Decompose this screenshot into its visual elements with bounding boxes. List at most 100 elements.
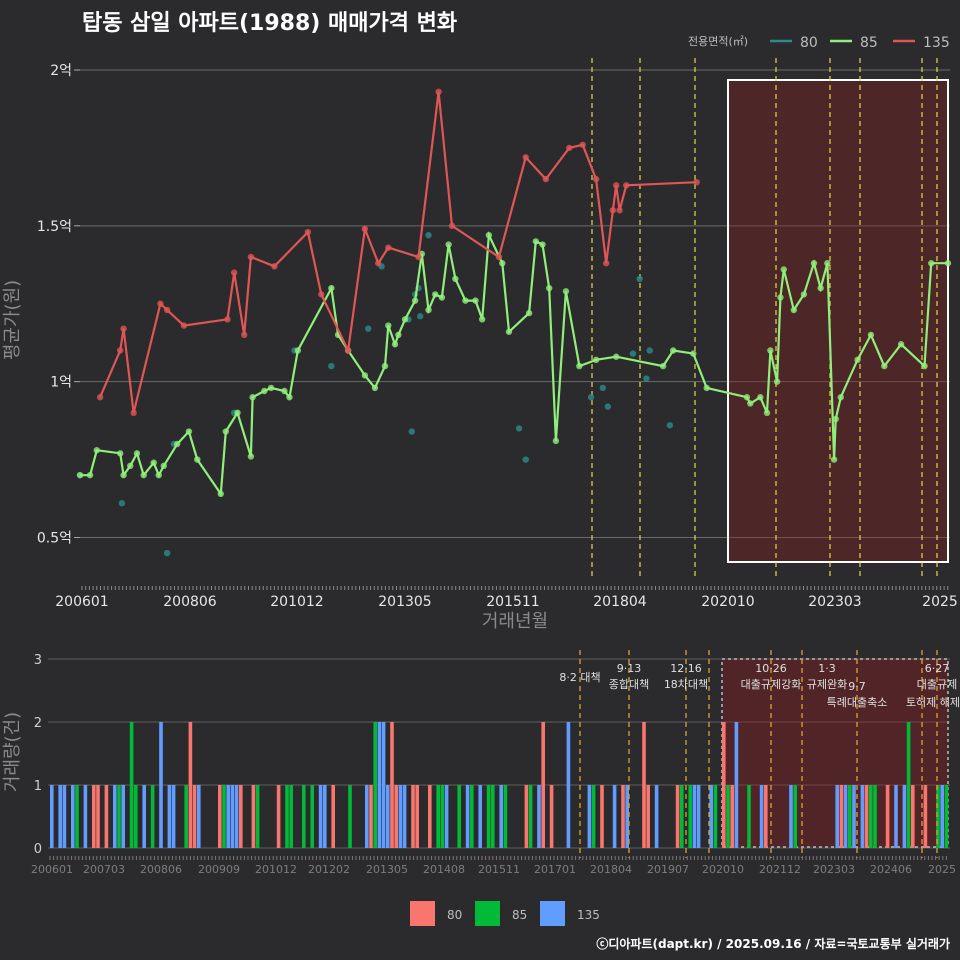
volume-bar bbox=[612, 785, 617, 848]
point-135 bbox=[385, 244, 392, 251]
volume-bar bbox=[491, 785, 495, 848]
volume-bar bbox=[71, 785, 75, 848]
point-80 bbox=[416, 313, 424, 320]
point-85 bbox=[401, 316, 409, 323]
legend-label-85: 85 bbox=[860, 35, 878, 51]
point-135 bbox=[241, 331, 248, 339]
volume-bar bbox=[789, 785, 793, 848]
volume-bar bbox=[688, 785, 692, 848]
point-85 bbox=[217, 490, 224, 498]
volume-bar bbox=[390, 722, 394, 848]
point-135 bbox=[448, 222, 456, 230]
volume-bar bbox=[134, 785, 138, 848]
point-85 bbox=[361, 372, 369, 379]
point-135 bbox=[693, 178, 700, 186]
point-85 bbox=[576, 362, 583, 370]
point-85 bbox=[117, 450, 124, 457]
point-85 bbox=[281, 387, 288, 395]
point-85 bbox=[613, 353, 620, 360]
point-85 bbox=[767, 347, 774, 354]
volume-bar bbox=[394, 785, 398, 848]
point-85 bbox=[763, 409, 771, 417]
point-85 bbox=[452, 275, 459, 283]
volume-bar bbox=[692, 785, 697, 848]
volume-bar bbox=[503, 785, 508, 848]
bar-x-tick-label: 201701 bbox=[534, 863, 576, 876]
point-85 bbox=[294, 347, 302, 354]
point-135 bbox=[542, 175, 550, 183]
point-85 bbox=[249, 394, 256, 401]
highlight-box bbox=[727, 79, 949, 563]
point-80 bbox=[163, 549, 171, 557]
point-85 bbox=[76, 471, 84, 479]
volume-bar bbox=[377, 722, 382, 848]
volume-bar bbox=[121, 785, 125, 848]
bar-x-tick-label: 201408 bbox=[423, 863, 465, 876]
point-85 bbox=[552, 437, 560, 445]
point-80 bbox=[636, 275, 643, 283]
volume-bar bbox=[239, 785, 243, 848]
point-85 bbox=[472, 297, 479, 304]
legend-label-135: 135 bbox=[923, 35, 950, 51]
point-135 bbox=[609, 207, 617, 214]
point-85 bbox=[545, 284, 553, 292]
bar-x-tick-label: 202406 bbox=[870, 863, 912, 876]
point-85 bbox=[830, 456, 838, 463]
policy-annotation: 토허제 해제 bbox=[906, 695, 960, 709]
policy-annotation: 18차대책 bbox=[664, 678, 708, 691]
volume-bar bbox=[192, 785, 197, 848]
volume-bar bbox=[621, 785, 625, 848]
point-135 bbox=[361, 225, 369, 233]
point-135 bbox=[375, 260, 382, 267]
volume-bar bbox=[873, 785, 877, 848]
series-line-135 bbox=[99, 91, 697, 414]
volume-bar bbox=[58, 785, 62, 848]
policy-annotation: 12·16 bbox=[670, 662, 702, 675]
volume-bar bbox=[373, 722, 377, 848]
bar-x-tick-label: 201804 bbox=[590, 863, 632, 876]
point-85 bbox=[438, 294, 446, 301]
volume-bar bbox=[839, 785, 844, 848]
point-135 bbox=[623, 182, 630, 189]
point-85 bbox=[790, 306, 798, 314]
volume-bar bbox=[848, 785, 852, 848]
volume-bar bbox=[936, 785, 940, 848]
bar-x-tick-label: 201202 bbox=[308, 863, 350, 876]
point-135 bbox=[616, 207, 623, 214]
legend-title: 전용면적(㎡) bbox=[688, 35, 748, 48]
y-tick-label: 2억 bbox=[50, 63, 72, 79]
point-135 bbox=[304, 228, 312, 236]
volume-bar bbox=[411, 785, 415, 848]
point-80 bbox=[118, 500, 126, 507]
volume-bar bbox=[415, 785, 419, 848]
point-85 bbox=[777, 294, 784, 301]
point-135 bbox=[157, 300, 164, 307]
chart-title: 탑동 삼일 아파트(1988) 매매가격 변화 bbox=[82, 11, 457, 36]
point-80 bbox=[365, 325, 372, 332]
point-80 bbox=[408, 428, 415, 435]
volume-bar bbox=[104, 785, 109, 848]
volume-bar bbox=[549, 785, 554, 848]
volume-bar bbox=[184, 785, 188, 848]
point-135 bbox=[602, 260, 610, 267]
point-85 bbox=[817, 284, 824, 292]
bar-x-tick-label: 200909 bbox=[198, 863, 240, 876]
volume-bar bbox=[222, 785, 226, 848]
point-85 bbox=[127, 462, 134, 470]
volume-bar bbox=[117, 785, 121, 848]
point-85 bbox=[371, 384, 379, 392]
bar-x-tick-label: 200703 bbox=[83, 863, 125, 876]
volume-bar bbox=[764, 785, 768, 848]
point-85 bbox=[194, 456, 201, 463]
volume-bar bbox=[730, 785, 734, 848]
volume-bar bbox=[226, 785, 230, 848]
y-axis-title: 평균가(원) bbox=[2, 280, 23, 360]
policy-annotation: 6·27 bbox=[925, 662, 950, 675]
volume-bar bbox=[428, 785, 432, 848]
point-85 bbox=[944, 260, 952, 267]
volume-bar bbox=[734, 722, 739, 848]
volume-bar bbox=[906, 722, 911, 848]
point-85 bbox=[328, 284, 335, 292]
volume-bar bbox=[646, 785, 650, 848]
volume-bar bbox=[436, 785, 440, 848]
